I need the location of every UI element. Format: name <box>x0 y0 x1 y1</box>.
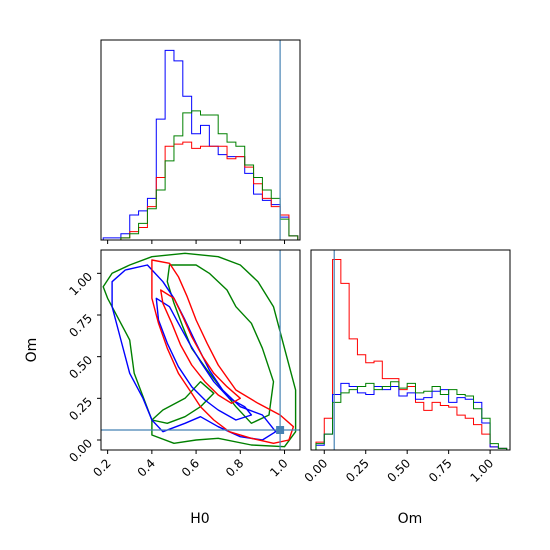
om-hist-frame <box>310 249 511 451</box>
contour-5 <box>151 259 295 444</box>
contour-3 <box>111 264 277 441</box>
om-hist-tick-label-4: 1.00 <box>467 456 496 485</box>
om-histogram-panel: 0.00 0.25 0.50 0.75 1.00 <box>302 249 511 485</box>
joint-ytick-label-3: 0.75 <box>66 311 95 340</box>
contour-6 <box>160 289 241 404</box>
joint-ytick-label-1: 0.25 <box>66 395 95 424</box>
om-hist-series-1 <box>315 382 508 450</box>
contour-2 <box>151 381 215 424</box>
contour-4 <box>155 297 253 421</box>
joint-xtick-label-2: 0.6 <box>179 456 202 479</box>
joint-xtick-label-3: 0.8 <box>223 456 246 479</box>
h0-histogram-panel <box>100 39 301 244</box>
joint-xtick-label-0: 0.2 <box>90 456 113 479</box>
om-hist-tick-label-0: 0.00 <box>302 456 331 485</box>
contour-group <box>102 252 297 448</box>
om-hist-tick-label-3: 0.75 <box>426 456 455 485</box>
h0-hist-series-0 <box>102 49 299 240</box>
h0-hist-frame <box>100 39 301 241</box>
joint-contour-panel: 0.2 0.4 0.6 0.8 1.0 0.00 0.25 0.50 0.75 1.00 <box>66 249 301 480</box>
y-axis-label-om: Om <box>24 338 40 363</box>
truth-marker <box>276 426 285 434</box>
x-axis-label-h0: H0 <box>190 511 209 527</box>
om-hist-tick-label-2: 0.50 <box>385 456 414 485</box>
om-hist-series-2 <box>315 381 508 450</box>
joint-ytick-label-4: 1.00 <box>66 270 95 299</box>
x-axis-label-om: Om <box>398 511 423 527</box>
om-hist-series-0 <box>315 259 508 450</box>
om-hist-tick-label-1: 0.25 <box>343 456 372 485</box>
joint-frame <box>100 249 301 451</box>
h0-hist-series-1 <box>103 141 299 241</box>
joint-ytick-label-0: 0.00 <box>66 436 95 465</box>
joint-xtick-label-1: 0.4 <box>135 456 158 479</box>
joint-xtick-label-4: 1.0 <box>267 456 290 479</box>
h0-hist-series-2 <box>103 110 299 241</box>
joint-ytick-label-2: 0.50 <box>66 353 95 382</box>
contour-1 <box>166 264 275 424</box>
